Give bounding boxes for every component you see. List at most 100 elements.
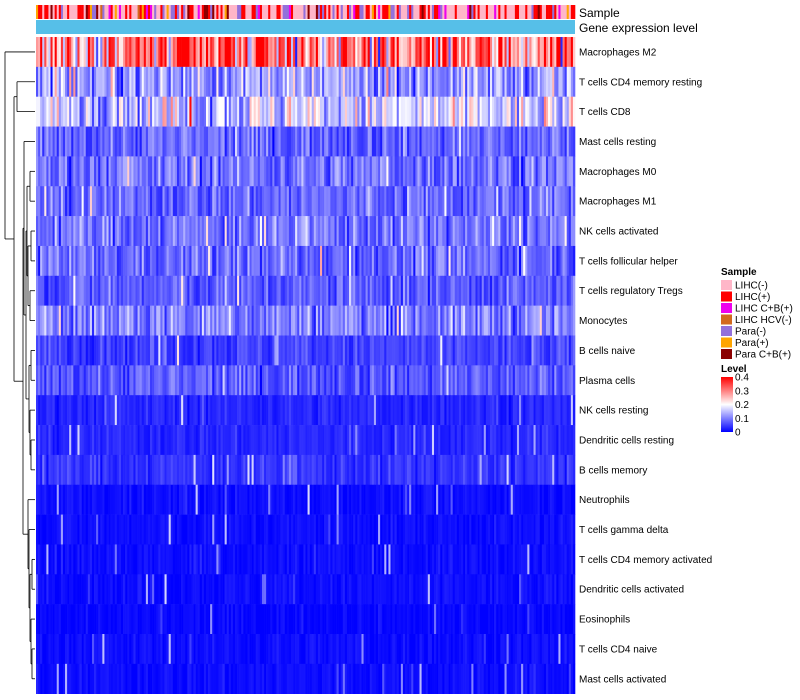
heatmap-cell [500, 126, 503, 157]
heatmap-cell [519, 96, 522, 127]
heatmap-cell [413, 66, 416, 97]
heatmap-cell [463, 365, 466, 396]
sample-track-cell [494, 5, 497, 19]
heatmap-cell [137, 544, 140, 575]
heatmap-cell [456, 425, 460, 456]
sample-track-cell [359, 5, 362, 19]
heatmap-cell [477, 305, 480, 336]
heatmap-cell [539, 335, 543, 366]
heatmap-cell [152, 186, 155, 217]
heatmap-cell [226, 37, 230, 68]
heatmap-cell [510, 484, 514, 515]
heatmap-cell [150, 514, 153, 545]
heatmap-cell [197, 186, 201, 217]
heatmap-cell [390, 335, 393, 366]
heatmap-cell [193, 245, 196, 277]
heatmap-cell [73, 514, 76, 545]
heatmap-cell [349, 126, 352, 157]
heatmap-cell [469, 335, 472, 366]
sample-track-cell [199, 5, 203, 19]
heatmap-cell [328, 395, 331, 426]
heatmap-cell [382, 425, 385, 456]
heatmap-cell [139, 126, 143, 157]
heatmap-cell [83, 37, 87, 68]
heatmap-cell [444, 305, 447, 336]
heatmap-cell [311, 484, 315, 515]
heatmap-cell [359, 514, 362, 545]
heatmap-cell [232, 66, 236, 97]
heatmap-cell [442, 335, 445, 366]
heatmap-cell [251, 66, 254, 97]
heatmap-cell [460, 454, 464, 486]
heatmap-cell [390, 484, 393, 515]
heatmap-cell [81, 454, 84, 486]
heatmap-cell [127, 365, 130, 396]
heatmap-cell [423, 454, 427, 486]
heatmap-cell [104, 126, 107, 157]
heatmap-cell [48, 544, 51, 575]
heatmap-cell [496, 544, 499, 575]
sample-track-cell [98, 5, 101, 19]
heatmap-cell [253, 186, 257, 217]
heatmap-cell [498, 126, 501, 157]
heatmap-cell [235, 275, 238, 306]
heatmap-cell [481, 484, 485, 515]
heatmap-cell [465, 514, 468, 545]
heatmap-cell [487, 66, 491, 97]
heatmap-cell [452, 425, 456, 456]
heatmap-cell [150, 37, 153, 68]
heatmap-cell [226, 245, 230, 277]
heatmap-cell [284, 186, 288, 217]
heatmap-cell [349, 245, 352, 277]
heatmap-cell [114, 275, 118, 306]
heatmap-cell [382, 126, 385, 157]
heatmap-cell [295, 484, 298, 515]
sample-track-cell [303, 5, 306, 19]
heatmap-cell [317, 395, 321, 426]
heatmap-cell [303, 544, 306, 575]
heatmap-cell [239, 544, 242, 575]
heatmap-cell [201, 186, 205, 217]
heatmap-cell [508, 186, 512, 217]
heatmap-cell [512, 395, 516, 426]
heatmap-cell [533, 216, 536, 247]
heatmap-cell [469, 275, 472, 306]
heatmap-cell [539, 365, 543, 396]
heatmap-cell [527, 126, 530, 157]
sample-track-cell [232, 5, 236, 19]
heatmap-cell [566, 514, 570, 545]
heatmap-cell [369, 335, 373, 366]
heatmap-cell [290, 425, 294, 456]
heatmap-cell [460, 395, 464, 426]
heatmap-cell [205, 454, 209, 486]
heatmap-cell [183, 544, 186, 575]
heatmap-cell [378, 216, 381, 247]
heatmap-cell [54, 484, 58, 515]
sample-track-cell [525, 5, 528, 19]
heatmap-cell [270, 37, 273, 68]
heatmap-cell [315, 37, 319, 68]
heatmap-cell [382, 216, 385, 247]
heatmap-cell [317, 514, 321, 545]
heatmap-cell [481, 126, 485, 157]
heatmap-cell [131, 484, 134, 515]
heatmap-cell [150, 544, 153, 575]
heatmap-cell [558, 454, 561, 486]
heatmap-cell [222, 365, 225, 396]
heatmap-cell [69, 425, 72, 456]
heatmap-cell [519, 425, 522, 456]
heatmap-cell [261, 66, 265, 97]
heatmap-cell [98, 425, 101, 456]
heatmap-cell [324, 96, 327, 127]
sample-track-cell [282, 5, 286, 19]
heatmap-cell [228, 514, 232, 545]
heatmap-cell [334, 245, 337, 277]
heatmap-cell [311, 126, 315, 157]
heatmap-cell [259, 484, 263, 515]
heatmap-cell [369, 37, 373, 68]
heatmap-cell [361, 454, 364, 486]
heatmap-cell [98, 484, 101, 515]
heatmap-cell [67, 66, 70, 97]
heatmap-cell [176, 66, 180, 97]
heatmap-cell [311, 96, 315, 127]
